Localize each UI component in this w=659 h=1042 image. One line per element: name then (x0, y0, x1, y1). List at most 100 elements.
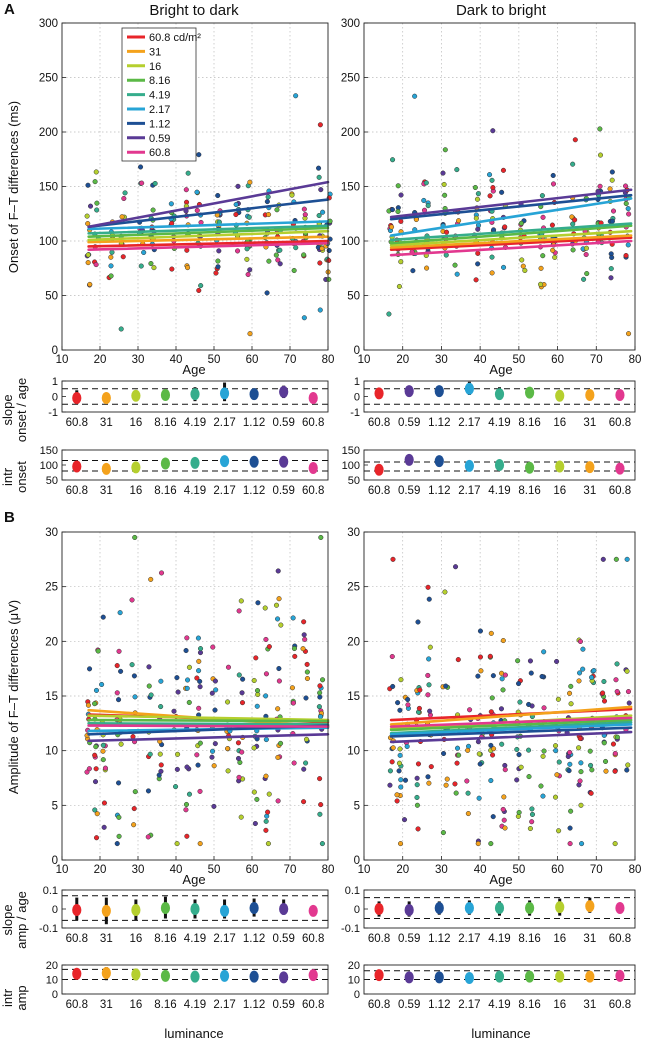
data-point (540, 214, 546, 220)
data-point (184, 764, 190, 770)
data-point (92, 752, 98, 758)
data-point (84, 213, 90, 219)
x-tick-label: 50 (208, 864, 221, 876)
data-point (588, 762, 594, 768)
y-tick-label: 20 (46, 960, 58, 972)
data-point (529, 819, 535, 825)
data-point (85, 182, 91, 188)
x-tick-label: 80 (629, 354, 642, 366)
data-point (266, 791, 272, 797)
data-point (527, 825, 533, 832)
x-tick-label: 60 (246, 864, 259, 876)
data-point (491, 227, 497, 233)
data-point (194, 189, 200, 195)
fit-line-31 (87, 235, 330, 244)
data-point (580, 666, 586, 672)
data-point (290, 700, 296, 706)
data-point (304, 675, 310, 682)
x-tick-label: 70 (284, 864, 297, 876)
estimate-marker-0.59 (279, 455, 289, 468)
data-point (120, 254, 126, 260)
age-label-amp-right: Age (489, 872, 512, 887)
estimate-marker-31 (101, 392, 111, 405)
x-tick-label: 30 (435, 864, 448, 876)
y-tick-label: 5 (52, 800, 58, 812)
data-point (423, 180, 429, 186)
data-point (583, 245, 590, 251)
data-point (301, 766, 307, 772)
data-point (301, 799, 307, 805)
data-point (443, 252, 449, 258)
category-tick-label: 31 (100, 999, 113, 1011)
estimate-marker-2.17 (219, 387, 230, 400)
data-point (319, 841, 325, 847)
y-tick-label: 150 (39, 182, 58, 194)
data-point (539, 673, 545, 680)
data-point (184, 247, 190, 253)
data-point (211, 803, 217, 809)
data-point (498, 706, 504, 712)
x-tick-label: 30 (132, 354, 145, 366)
data-point (402, 777, 409, 783)
data-point (275, 568, 281, 574)
data-point (515, 658, 521, 664)
data-point (500, 806, 506, 812)
data-point (502, 672, 508, 678)
x-tick-label: 30 (132, 864, 145, 876)
data-point (452, 781, 458, 787)
estimate-marker-60.8 (308, 392, 318, 405)
category-tick-label: 0.59 (272, 933, 294, 945)
data-point (185, 170, 191, 176)
data-point (395, 208, 401, 215)
estimate-marker-60.8 (374, 969, 384, 982)
category-tick-label: 2.17 (213, 417, 235, 429)
data-point (175, 751, 181, 757)
data-point (195, 635, 201, 641)
data-point (414, 802, 420, 808)
data-point (576, 745, 582, 751)
data-point (254, 703, 260, 709)
data-point (209, 690, 215, 696)
data-point (169, 220, 175, 226)
data-point (597, 152, 604, 158)
data-point (157, 751, 163, 757)
data-point (488, 709, 494, 715)
x-tick-label: 30 (435, 354, 448, 366)
data-point (301, 206, 307, 212)
x-tick-label: 10 (358, 354, 371, 366)
data-point (475, 226, 481, 232)
legend-label: 4.19 (149, 90, 170, 102)
category-tick-label: 0.59 (272, 417, 294, 429)
x-tick-label: 60 (551, 864, 564, 876)
fit-line-4.19 (87, 722, 330, 726)
estimate-marker-2.17 (464, 382, 474, 395)
data-point (275, 798, 281, 804)
data-point (608, 266, 614, 272)
data-point (607, 186, 613, 192)
data-point (109, 249, 115, 255)
estimate-marker-0.59 (404, 385, 414, 398)
data-point (474, 196, 481, 202)
data-point (526, 701, 532, 707)
data-point (235, 183, 241, 189)
data-point (387, 782, 393, 788)
data-point (580, 646, 586, 652)
data-point (390, 745, 396, 751)
estimate-marker-60.8 (308, 969, 318, 982)
category-tick-label: 31 (583, 999, 596, 1011)
data-point (515, 681, 522, 687)
data-point (454, 760, 460, 766)
estimate-marker-31 (101, 462, 111, 475)
data-point (276, 596, 282, 602)
data-point (541, 705, 547, 711)
data-point (578, 769, 584, 775)
data-point (609, 254, 615, 261)
data-point (239, 700, 246, 706)
data-point (567, 749, 573, 755)
data-point (603, 768, 609, 774)
data-point (394, 798, 400, 804)
fit-line-1.12 (389, 726, 633, 738)
data-point (491, 746, 497, 752)
data-point (475, 673, 481, 679)
